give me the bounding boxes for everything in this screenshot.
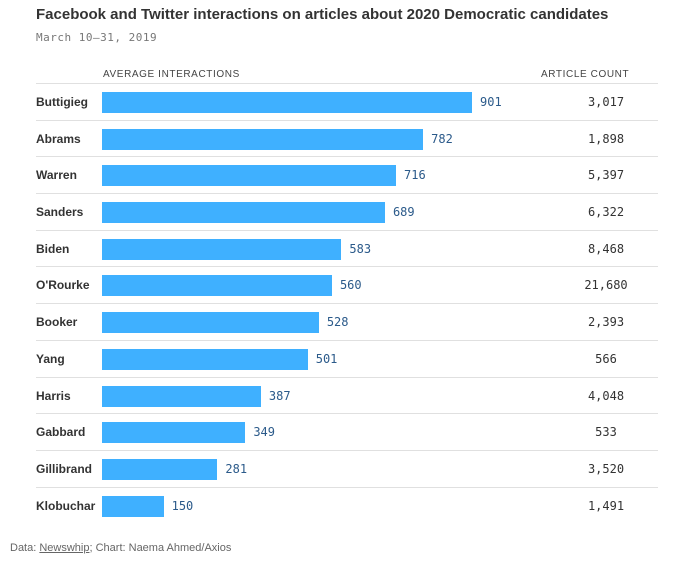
article-count-value: 4,048 (587, 388, 625, 403)
candidate-label: Gabbard (36, 425, 86, 440)
interaction-bar (102, 128, 424, 150)
interaction-value-label: 281 (225, 461, 248, 476)
interaction-value-label: 689 (392, 205, 415, 220)
chart-row: Warren 716 5,397 (36, 156, 658, 193)
column-header-average-interactions: AVERAGE INTERACTIONS (103, 69, 240, 80)
article-count-value: 5,397 (587, 168, 625, 183)
interaction-bar (102, 202, 385, 224)
chart-row: O'Rourke 560 21,680 (36, 266, 658, 303)
article-count-value: 2,393 (587, 315, 625, 330)
interaction-bar (102, 348, 308, 370)
column-header-article-count: ARTICLE COUNT (541, 69, 630, 80)
interaction-value-label: 901 (480, 95, 502, 109)
chart-row: Buttigieg 901 3,017 (36, 83, 658, 120)
candidate-label: Harris (36, 388, 71, 403)
candidate-label: Yang (36, 351, 65, 366)
article-count-value: 8,468 (587, 241, 625, 256)
article-count-value: 566 (595, 351, 617, 366)
article-count-value: 1,898 (587, 131, 625, 146)
candidate-label: Warren (36, 168, 77, 183)
source-suffix: ; Chart: Naema Ahmed/Axios (89, 542, 232, 554)
source-link[interactable]: Newswhip (39, 542, 90, 554)
interaction-bar (102, 238, 342, 260)
chart-row: Sanders 689 6,322 (36, 193, 658, 230)
candidate-label: Klobuchar (36, 498, 96, 513)
interaction-value-label: 501 (315, 351, 338, 366)
chart-row: Klobuchar 150 1,491 (36, 486, 658, 524)
interaction-bar (102, 495, 164, 517)
candidate-label: O'Rourke (36, 278, 90, 293)
interaction-bar (102, 92, 472, 113)
interaction-value-label: 716 (404, 168, 426, 183)
interaction-value-label: 528 (326, 315, 349, 330)
bar-chart-rows: Buttigieg 901 3,017 Abrams 782 1,898 Warren 716… (36, 83, 658, 523)
candidate-label: Biden (36, 241, 70, 256)
candidate-label: Booker (36, 315, 78, 330)
interaction-value-label: 349 (253, 425, 275, 440)
article-count-value: 3,017 (587, 95, 625, 109)
interaction-bar (102, 385, 261, 407)
chart-subtitle: March 10–31, 2019 (36, 31, 158, 44)
chart-row: Booker 528 2,393 (36, 303, 658, 340)
chart-row: Biden 583 8,468 (36, 229, 658, 267)
interaction-value-label: 150 (171, 498, 194, 513)
candidate-label: Abrams (36, 131, 81, 146)
interaction-value-label: 583 (349, 241, 372, 256)
interaction-bar (102, 275, 332, 297)
source-prefix: Data: (10, 542, 40, 554)
candidate-label: Buttigieg (36, 95, 88, 109)
chart-title: Facebook and Twitter interactions on art… (36, 6, 609, 23)
interaction-bar (102, 422, 246, 444)
chart-row: Abrams 782 1,898 (36, 119, 658, 157)
interaction-value-label: 782 (431, 131, 453, 146)
chart-row: Yang 501 566 (36, 339, 658, 377)
article-count-value: 533 (595, 425, 617, 440)
chart-row: Gillibrand 281 3,520 (36, 449, 658, 487)
article-count-value: 1,491 (587, 498, 625, 513)
candidate-label: Gillibrand (36, 461, 93, 476)
interaction-value-label: 387 (268, 388, 291, 403)
chart-row: Gabbard 349 533 (36, 413, 658, 450)
candidate-label: Sanders (36, 205, 84, 220)
interaction-bar (102, 312, 319, 334)
interaction-bar (102, 458, 218, 480)
article-count-value: 6,322 (587, 205, 625, 220)
chart-row: Harris 387 4,048 (36, 376, 658, 414)
article-count-value: 3,520 (587, 461, 625, 476)
interaction-bar (102, 165, 397, 187)
article-count-value: 21,680 (584, 278, 628, 293)
interaction-value-label: 560 (339, 278, 362, 293)
source-note: Data: Newswhip; Chart: Naema Ahmed/Axios (10, 542, 231, 554)
